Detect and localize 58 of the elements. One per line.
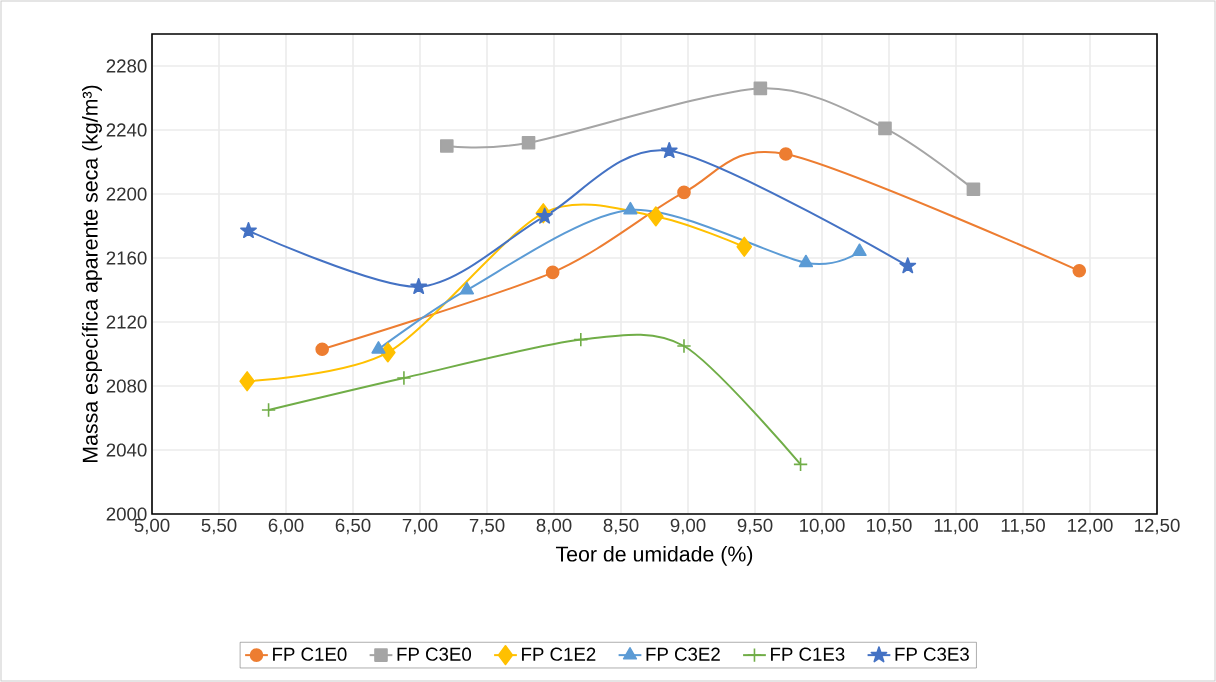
x-tick-label: 10,00 bbox=[800, 518, 845, 535]
x-tick-label: 8,50 bbox=[603, 518, 639, 535]
y-tick-label: 2240 bbox=[106, 123, 147, 137]
y-tick-label: 2280 bbox=[106, 59, 147, 73]
point bbox=[396, 370, 412, 386]
x-tick-label: 7,00 bbox=[402, 518, 438, 535]
x-tick-label: 6,50 bbox=[335, 518, 371, 535]
point bbox=[1072, 264, 1087, 278]
x-tick-label: 12,50 bbox=[1135, 518, 1180, 535]
y-tick-label: 2200 bbox=[106, 187, 147, 201]
point bbox=[239, 371, 255, 392]
point bbox=[736, 236, 753, 257]
point bbox=[966, 182, 981, 196]
point bbox=[536, 207, 554, 224]
point bbox=[779, 147, 793, 161]
point bbox=[676, 338, 692, 354]
x-tick-label: 6,00 bbox=[268, 518, 304, 535]
x-tick-label: 7,50 bbox=[469, 518, 505, 535]
point bbox=[677, 185, 691, 200]
legend-label: FP C1E3 bbox=[771, 647, 845, 661]
y-tick-label: 2120 bbox=[106, 315, 147, 329]
point bbox=[261, 402, 277, 418]
x-axis-title: Teor de umidade (%) bbox=[555, 545, 753, 566]
legend-label: FP C3E2 bbox=[646, 647, 720, 661]
point bbox=[623, 201, 638, 215]
x-tick-label: 11,50 bbox=[1001, 518, 1045, 535]
point bbox=[899, 257, 917, 274]
legend-label: FP C3E0 bbox=[397, 647, 472, 661]
legend-label: FP C1E0 bbox=[273, 647, 347, 661]
x-tick-label: 5,50 bbox=[201, 518, 237, 535]
point bbox=[852, 243, 867, 257]
legend-label: FP C3E3 bbox=[895, 647, 969, 661]
point bbox=[410, 278, 428, 295]
point bbox=[660, 142, 678, 159]
legend-label: FP C1E2 bbox=[522, 647, 596, 661]
point bbox=[878, 121, 892, 136]
y-axis-title: Massa específica aparente seca (kg/m³) bbox=[81, 85, 102, 462]
point bbox=[459, 281, 475, 295]
x-tick-label: 9,50 bbox=[737, 518, 773, 535]
point bbox=[793, 456, 809, 472]
x-tick-label: 10,50 bbox=[867, 518, 912, 535]
y-tick-label: 2160 bbox=[106, 251, 147, 265]
x-tick-label: 8,00 bbox=[536, 518, 572, 535]
point bbox=[648, 206, 664, 227]
point bbox=[371, 341, 386, 354]
point bbox=[573, 332, 589, 348]
y-tick-label: 2080 bbox=[106, 379, 147, 393]
point bbox=[315, 342, 329, 356]
x-tick-label: 11,00 bbox=[934, 518, 978, 535]
point bbox=[240, 222, 257, 239]
point bbox=[753, 81, 768, 96]
point bbox=[440, 139, 454, 153]
point bbox=[545, 265, 560, 280]
x-tick-label: 9,00 bbox=[670, 518, 706, 535]
x-tick-label: 12,00 bbox=[1068, 518, 1113, 535]
y-tick-label: 2040 bbox=[106, 443, 147, 457]
point bbox=[521, 136, 536, 150]
point bbox=[798, 254, 814, 268]
